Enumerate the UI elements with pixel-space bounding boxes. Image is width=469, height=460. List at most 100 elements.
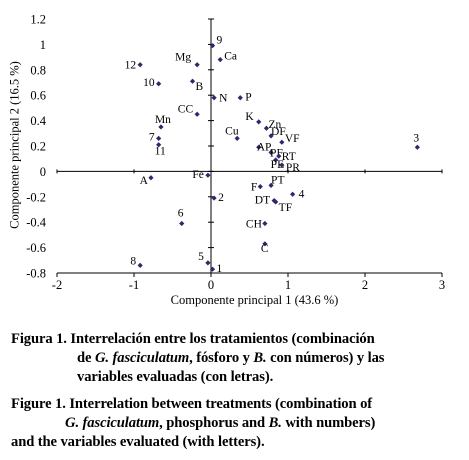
axes	[56, 18, 443, 277]
point-marker	[276, 153, 282, 159]
point-marker	[158, 124, 164, 130]
point-marker	[268, 133, 274, 139]
point-marker	[194, 62, 200, 68]
y-tick-label: 0.2	[30, 140, 46, 154]
point-label: C	[261, 243, 269, 255]
point-label: PE	[271, 159, 284, 171]
point-label: A	[140, 175, 149, 187]
caption-english: Figure 1. Interrelation between treatmen…	[11, 395, 466, 452]
caption-es-line2-c: con números) y las	[266, 350, 385, 366]
point-marker	[156, 81, 162, 87]
point-label: B	[196, 81, 204, 93]
y-tick-label: 1.2	[30, 13, 46, 27]
point-marker	[279, 162, 285, 168]
caption-es-species: G. fasciculatum	[94, 350, 190, 366]
point-marker	[262, 241, 268, 247]
caption-es-line2: de G. fasciculatum, fósforo y B. con núm…	[11, 349, 466, 368]
point-marker	[268, 149, 274, 155]
point-label: CH	[246, 218, 262, 230]
point-label: F	[251, 182, 257, 194]
y-tick-label: 0.8	[30, 63, 46, 77]
biplot: -2 -1 0 1 2 31.210.80.60.40.20-0.2-0.4-0.6-0.…	[26, 13, 445, 293]
point-marker	[414, 144, 420, 150]
point-marker	[189, 78, 196, 84]
y-tick-label: 1	[40, 38, 46, 52]
point-label: 8	[130, 255, 136, 267]
point-label: Cu	[225, 125, 239, 137]
point-marker	[156, 142, 162, 148]
point-label: PT	[271, 174, 284, 186]
point-marker	[256, 144, 262, 150]
point-label: Zn	[268, 119, 281, 131]
y-tick-label: -0.4	[26, 216, 47, 230]
caption-en-line1: Interrelation between treatments (combin…	[65, 396, 373, 412]
caption-en-species: G. fasciculatum	[65, 415, 160, 431]
y-tick-label: 0.6	[30, 89, 46, 103]
caption-es-prefix: Figura 1.	[11, 331, 67, 347]
point-marker	[279, 139, 285, 145]
point-label: 9	[217, 35, 223, 47]
x-tick-label: 0	[208, 278, 214, 292]
point-label: Mg	[175, 52, 191, 64]
caption-en-line2: G. fasciculatum, phosphorus and B. with …	[11, 414, 466, 433]
point-marker	[194, 111, 200, 117]
point-marker	[268, 182, 274, 188]
x-tick-label: -1	[129, 278, 139, 292]
point-marker	[262, 220, 268, 227]
point-label: RT	[282, 151, 296, 163]
point-label: Ca	[224, 51, 237, 63]
point-label: 3	[413, 132, 419, 144]
point-label: 1	[217, 263, 223, 275]
point-label: AP	[257, 141, 272, 153]
tick-labels: -2 -1 0 1 2 31.210.80.60.40.20-0.2-0.4-0.6-0.…	[26, 13, 445, 293]
y-axis-label-text: Componente principal 2 (16.5 %)	[7, 61, 22, 229]
point-label: 5	[198, 251, 204, 263]
point-marker	[211, 195, 217, 201]
point-label: 2	[218, 192, 224, 204]
point-label: 7	[149, 131, 155, 143]
caption-spanish: Figura 1. Interrelación entre los tratam…	[11, 330, 466, 387]
y-axis-label: Componente principal 2 (16.5 %)	[6, 30, 24, 260]
x-tick-label: 1	[285, 278, 291, 292]
y-tick-label: -0.2	[26, 190, 46, 204]
point-marker	[156, 135, 162, 141]
point-marker	[256, 119, 262, 125]
point-marker	[257, 184, 263, 190]
point-marker	[179, 220, 185, 227]
y-tick-label: 0.4	[30, 114, 46, 128]
point-label: CC	[178, 103, 194, 115]
point-marker	[263, 125, 270, 131]
y-tick-label: -0.6	[26, 241, 46, 255]
point-marker	[290, 191, 296, 197]
point-label: P	[245, 92, 251, 104]
point-marker	[273, 157, 279, 163]
point-label: 4	[299, 188, 305, 200]
caption-en-line2-b: , phosphorus and	[159, 415, 269, 431]
point-label: 10	[143, 77, 155, 89]
caption-es-genus: B.	[253, 350, 267, 366]
point-label: Fe	[192, 169, 204, 181]
y-tick-label: 0	[40, 165, 46, 179]
point-marker	[137, 262, 143, 268]
point-marker	[273, 199, 279, 205]
point-label: Mn	[155, 114, 171, 126]
point-label: N	[219, 93, 228, 105]
point-marker	[148, 175, 154, 181]
caption-en-line3: and the variables evaluated (with letter…	[11, 434, 265, 450]
point-marker	[137, 62, 143, 68]
x-tick-label: 3	[439, 278, 445, 292]
point-label: 11	[155, 146, 166, 158]
caption-es-line3: variables evaluadas (con letras).	[77, 369, 274, 385]
x-axis-label: Componente principal 1 (43.6 %)	[170, 293, 339, 307]
point-label: VF	[285, 133, 300, 145]
point-label: PR	[286, 162, 300, 174]
point-label: DF	[271, 126, 286, 138]
point-marker	[217, 57, 223, 63]
point-marker	[211, 95, 217, 101]
point-label: 6	[178, 207, 184, 219]
caption-en-line2-c: with numbers)	[281, 415, 376, 431]
x-tick-label: -2	[52, 278, 62, 292]
point-marker	[234, 135, 240, 141]
point-label: DT	[255, 195, 270, 207]
